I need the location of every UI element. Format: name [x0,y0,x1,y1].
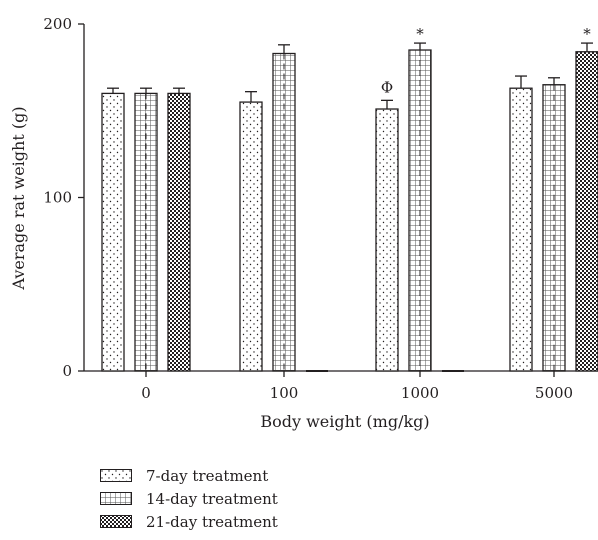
x-tick-label: 100 [270,384,299,402]
legend-label-21-day: 21-day treatment [146,512,278,531]
bar-21-day-treatment-5000 [575,51,598,372]
grid-pattern-swatch [100,492,132,505]
legend-label-14-day: 14-day treatment [146,489,278,508]
bar-14-day-treatment-100 [272,52,296,372]
bars-group [101,42,598,372]
y-tick-label: 200 [43,15,72,33]
annotations-group: Φ * * [381,25,591,96]
significance-marker: * [416,25,424,43]
x-tick-label: 1000 [401,384,439,402]
dotted-pattern-swatch [100,469,132,482]
y-axis [78,23,85,372]
bar-7-day-treatment-1000 [375,108,399,372]
legend: 7-day treatment 14-day treatment 21-day … [100,464,278,533]
bar-7-day-treatment-0 [101,92,125,372]
x-tick-label: 0 [141,384,151,402]
bar-21-day-treatment-0 [167,92,191,372]
significance-marker: * [583,25,591,43]
bar-7-day-treatment-5000 [509,87,533,372]
y-tick-label: 100 [43,189,72,207]
y-axis-title: Average rat weight (g) [9,106,28,290]
y-tick-labels: 0 100 200 [43,15,72,380]
bar-7-day-treatment-100 [239,101,263,372]
y-tick-label: 0 [62,362,72,380]
x-tick-labels: 0 100 1000 5000 [141,384,573,402]
legend-item-7-day: 7-day treatment [100,464,278,487]
legend-label-7-day: 7-day treatment [146,466,269,485]
phi-marker: Φ [381,78,393,96]
x-axis [84,370,598,377]
legend-item-14-day: 14-day treatment [100,487,278,510]
checkerboard-pattern-swatch [100,515,132,528]
x-tick-label: 5000 [535,384,573,402]
bar-chart: 0 100 200 0 100 1000 5000 Φ * * Average rat wei… [9,15,598,431]
legend-item-21-day: 21-day treatment [100,510,278,533]
x-axis-title: Body weight (mg/kg) [260,412,429,431]
